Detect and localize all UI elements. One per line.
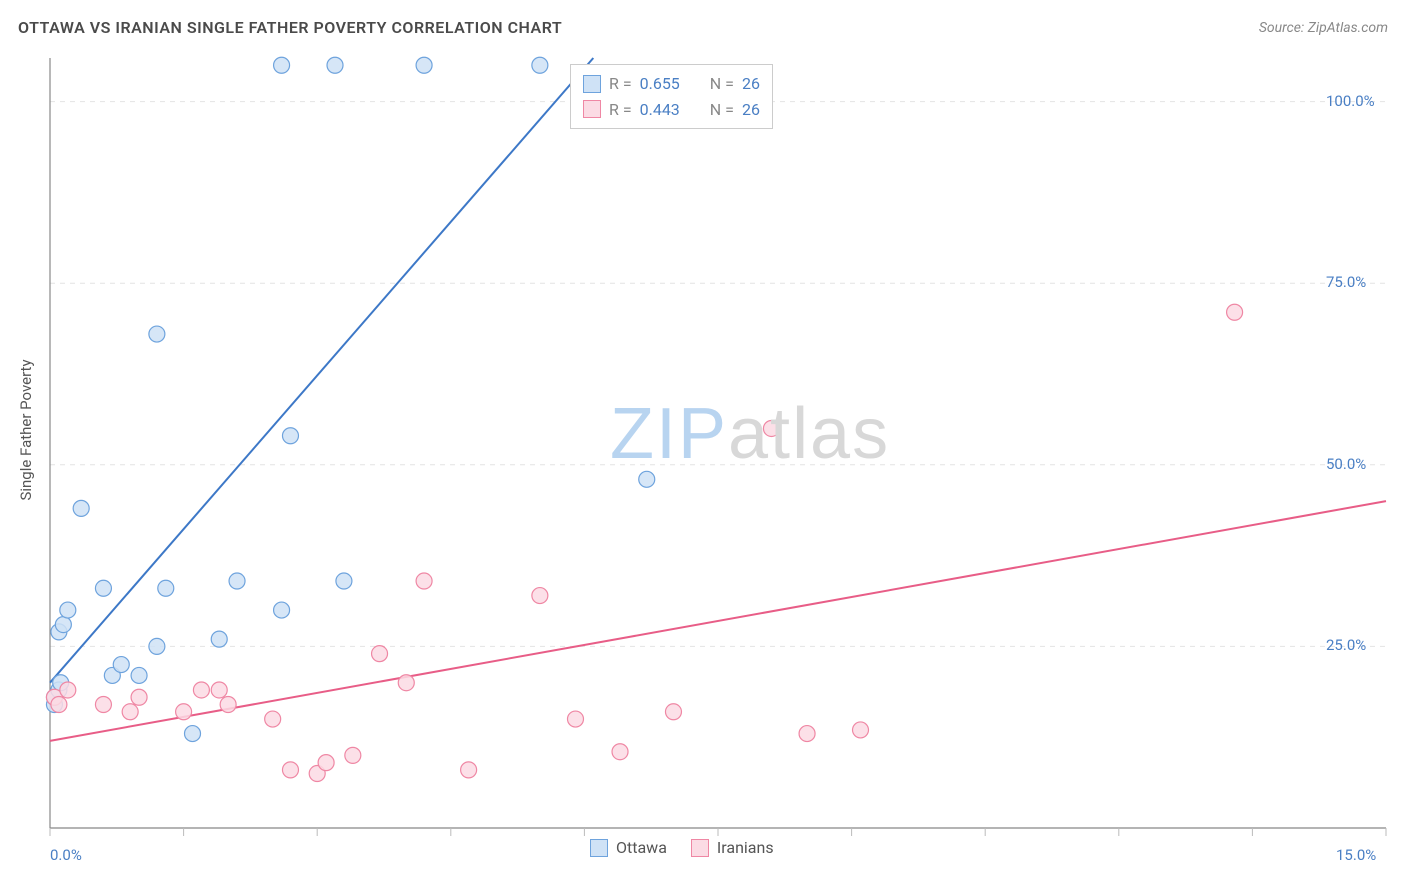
legend-swatch [583,75,601,93]
data-point [60,602,76,618]
axis-tick-label: 15.0% [1336,846,1376,864]
data-point [416,57,432,73]
legend-swatch [590,839,608,857]
n-value: 26 [742,97,760,123]
data-point [95,697,111,713]
axis-tick-label: 25.0% [1326,636,1366,654]
title-bar: OTTAWA VS IRANIAN SINGLE FATHER POVERTY … [18,18,1388,37]
data-point [95,580,111,596]
r-value: 0.655 [640,71,680,97]
series-legend: Ottawa Iranians [590,838,774,857]
data-point [567,711,583,727]
trend-line [50,58,593,683]
data-point [211,682,227,698]
data-point [51,697,67,713]
correlation-legend: R = 0.655 N = 26 R = 0.443 N = 26 [570,64,773,129]
legend-swatch [691,839,709,857]
source-label: Source: ZipAtlas.com [1259,20,1388,36]
data-point [55,617,71,633]
data-point [398,675,414,691]
legend-label: Iranians [717,838,774,857]
data-point [220,697,236,713]
data-point [461,762,477,778]
legend-item: Ottawa [590,838,667,857]
data-point [327,57,343,73]
n-label: N = [710,71,734,97]
data-point [122,704,138,720]
data-point [185,726,201,742]
legend-swatch [583,100,601,118]
data-point [1227,304,1243,320]
plot-area: ZIPatlas R =0.655N =26R =0.443N =26 Otta… [50,58,1386,828]
data-point [639,471,655,487]
data-point [229,573,245,589]
data-point [274,57,290,73]
data-point [265,711,281,727]
data-point [318,755,334,771]
data-point [532,588,548,604]
r-value: 0.443 [640,97,680,123]
data-point [211,631,227,647]
chart-title: OTTAWA VS IRANIAN SINGLE FATHER POVERTY … [18,18,562,37]
data-point [532,57,548,73]
data-point [372,646,388,662]
scatter-chart [50,58,1386,828]
data-point [282,762,298,778]
data-point [73,500,89,516]
data-point [149,326,165,342]
y-axis-label: Single Father Poverty [17,359,35,500]
data-point [612,744,628,760]
data-point [416,573,432,589]
legend-label: Ottawa [616,838,667,857]
data-point [853,722,869,738]
data-point [60,682,76,698]
r-label: R = [609,71,632,97]
legend-row: R = 0.655 N = 26 [583,71,760,97]
axis-tick-label: 0.0% [50,846,82,864]
data-point [763,420,779,436]
data-point [282,428,298,444]
axis-tick-label: 100.0% [1326,92,1375,110]
data-point [176,704,192,720]
data-point [345,747,361,763]
data-point [665,704,681,720]
axis-tick-label: 50.0% [1326,455,1366,473]
data-point [193,682,209,698]
data-point [131,667,147,683]
data-point [131,689,147,705]
legend-item: Iranians [691,838,774,857]
r-label: R = [609,97,632,123]
n-label: N = [710,97,734,123]
data-point [336,573,352,589]
data-point [274,602,290,618]
trend-line [50,501,1386,741]
legend-row: R = 0.443 N = 26 [583,97,760,123]
data-point [158,580,174,596]
data-point [149,638,165,654]
data-point [799,726,815,742]
data-point [113,657,129,673]
n-value: 26 [742,71,760,97]
axis-tick-label: 75.0% [1326,273,1366,291]
